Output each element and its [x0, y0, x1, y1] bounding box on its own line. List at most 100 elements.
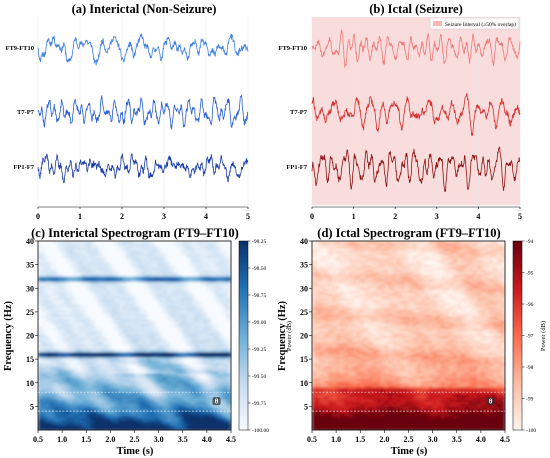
spectrogram-cell	[38, 245, 43, 249]
spectrogram-cell	[102, 290, 107, 294]
spectrogram-cell	[106, 316, 111, 320]
spectrogram-cell	[198, 295, 204, 299]
spectrogram-cell	[174, 344, 180, 348]
spectrogram-cell	[162, 323, 168, 327]
spectrogram-cell	[58, 347, 63, 351]
spectrogram-cell	[70, 425, 75, 429]
spectrogram-cell	[352, 382, 357, 386]
spectrogram-cell	[38, 413, 43, 417]
spectrogram-cell	[198, 314, 204, 317]
spectrogram-cell	[218, 335, 224, 339]
spectrogram-cell	[58, 385, 63, 388]
spectrogram-cell	[428, 382, 434, 386]
spectrogram-cell	[154, 337, 160, 341]
spectrogram-cell	[202, 420, 208, 424]
spectrogram-cell	[50, 366, 55, 369]
spectrogram-cell	[54, 427, 59, 431]
spectrogram-cell	[476, 396, 482, 400]
spectrogram-cell	[42, 368, 47, 372]
spectrogram-cell	[210, 269, 216, 273]
spectrogram-cell	[182, 361, 188, 365]
spectrogram-cell	[488, 413, 494, 417]
spectrogram-cell	[158, 276, 164, 280]
spectrogram-cell	[126, 352, 131, 355]
spectrogram-cell	[126, 245, 131, 249]
spectrogram-cell	[86, 281, 91, 284]
spectrogram-cell	[106, 347, 111, 351]
spectrogram-cell	[202, 283, 208, 287]
spectrogram-cell	[388, 413, 393, 417]
spectrogram-cell	[440, 425, 446, 429]
spectrogram-cell	[460, 385, 466, 388]
spectrogram-cell	[226, 366, 232, 369]
spectrogram-cell	[154, 375, 160, 379]
spectrogram-cell	[348, 408, 353, 412]
spectrogram-cell	[182, 316, 188, 320]
spectrogram-cell	[186, 309, 192, 313]
spectrogram-cell	[396, 411, 401, 414]
spectrogram-cell	[182, 347, 188, 351]
spectrogram-cell	[78, 340, 83, 343]
spectrogram-cell	[174, 370, 180, 374]
spectrogram-cell	[106, 245, 111, 249]
spectrogram-cell	[46, 387, 51, 391]
spectrogram-cell	[122, 271, 127, 275]
spectrogram-cell	[444, 399, 450, 403]
spectrogram-cell	[468, 392, 474, 395]
spectrogram-cell	[158, 321, 164, 325]
spectrogram-cell	[198, 413, 204, 417]
spectrogram-cell	[222, 326, 228, 329]
spectrogram-cell	[110, 380, 115, 384]
spectrogram-cell	[158, 387, 164, 391]
spectrogram-cell	[324, 411, 329, 414]
spectrogram-cell	[380, 415, 385, 419]
spectrogram-cell	[38, 316, 43, 320]
spectrogram-cell	[190, 330, 196, 334]
spectrogram-cell	[54, 378, 59, 381]
spectrogram-cell	[42, 411, 47, 414]
spectrogram-cell	[226, 266, 232, 270]
spectrogram-cell	[150, 415, 155, 419]
spectrogram-cell	[42, 385, 47, 388]
spectrogram-cell	[424, 427, 429, 431]
colorbar-tick-label: -98.50	[252, 266, 266, 272]
spectrogram-cell	[126, 363, 131, 367]
spectrogram-cell	[456, 418, 462, 421]
spectrogram-cell	[186, 387, 192, 391]
spectrogram-cell	[122, 380, 127, 384]
spectrogram-cell	[186, 321, 192, 325]
spectrogram-cell	[178, 392, 184, 395]
spectrogram-cell	[54, 248, 59, 251]
spectrogram-cell	[70, 363, 75, 367]
spectrogram-cell	[472, 389, 478, 393]
spectrogram-cell	[54, 344, 59, 348]
spectrogram-cell	[102, 269, 107, 273]
spectrogram-cell	[118, 269, 123, 273]
spectrogram-cell	[214, 311, 220, 315]
spectrogram-cell	[448, 396, 454, 400]
spectrogram-cell	[46, 361, 51, 365]
spectrogram-cell	[138, 418, 143, 421]
spectrogram-cell	[150, 335, 155, 339]
spectrogram-cell	[98, 411, 103, 414]
spectrogram-cell	[198, 399, 204, 403]
spectrogram-cell	[162, 401, 168, 405]
spectrogram-cell	[320, 411, 325, 414]
spectrogram-cell	[186, 257, 192, 261]
spectrogram-cell	[388, 401, 393, 405]
spectrogram-cell	[352, 418, 357, 421]
spectrogram-cell	[214, 241, 220, 244]
spectrogram-cell	[118, 304, 123, 308]
spectrogram-cell	[50, 255, 55, 258]
spectrogram-cell	[150, 276, 155, 280]
spectrogram-cell	[58, 406, 63, 410]
spectrogram-cell	[106, 342, 111, 346]
spectrogram-cell	[78, 300, 83, 303]
spectrogram-cell	[134, 250, 139, 254]
spectrogram-cell	[170, 337, 176, 341]
spectrogram-cell	[404, 382, 409, 386]
spectrogram-cell	[106, 262, 111, 266]
spectrogram-cell	[344, 378, 349, 381]
spectrogram-cell	[154, 415, 160, 419]
spectrogram-cell	[218, 347, 224, 351]
